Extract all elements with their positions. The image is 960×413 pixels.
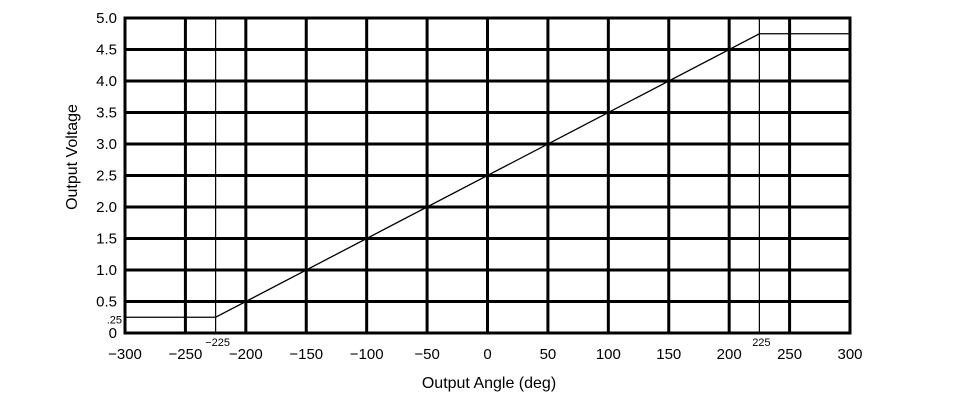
x-tick-label: 250 [777,346,802,363]
y-tick-label: 5.0 [96,10,117,27]
y-axis-title: Output Voltage [64,104,81,210]
y-tick-label: 3.0 [96,136,117,153]
x-tick-label: 150 [656,346,681,363]
x-tick-label: 100 [596,346,621,363]
y-tick-label: 1.0 [96,262,117,279]
series-line-0 [125,33,850,318]
tick-labels: −300 −250 −200 −150 −100 −50 0 50 100 150 200 250 30… [96,10,862,363]
plot-frame [123,16,852,335]
y-tick-label: 1.5 [96,231,117,248]
x-tick-label: −150 [289,346,323,363]
x-tick-label: 50 [540,346,557,363]
series-layer [125,33,850,318]
x-tick-label: −250 [169,346,203,363]
x-tick-label: −300 [108,346,142,363]
y-tick-label: 2.0 [96,199,117,216]
x-tick-label: −100 [350,346,384,363]
x-tick-label: 0 [483,346,491,363]
y-tick-label: 4.5 [96,42,117,59]
x-tick-label: 200 [717,346,742,363]
y-tick-label: 0 [109,325,117,342]
x-marker-label: −225 [205,337,230,349]
x-tick-label: −50 [414,346,439,363]
y-tick-label: 2.5 [96,168,117,185]
x-marker-label: 225 [752,337,770,349]
y-tick-label: 4.0 [96,73,117,90]
x-tick-label: 300 [837,346,862,363]
y-tick-label: 3.5 [96,105,117,122]
x-axis-title: Output Angle (deg) [422,375,556,392]
plot-border [123,16,852,335]
x-tick-label: −200 [229,346,263,363]
y-tick-label: 0.5 [96,294,117,311]
y-marker-label: .25 [107,314,122,326]
